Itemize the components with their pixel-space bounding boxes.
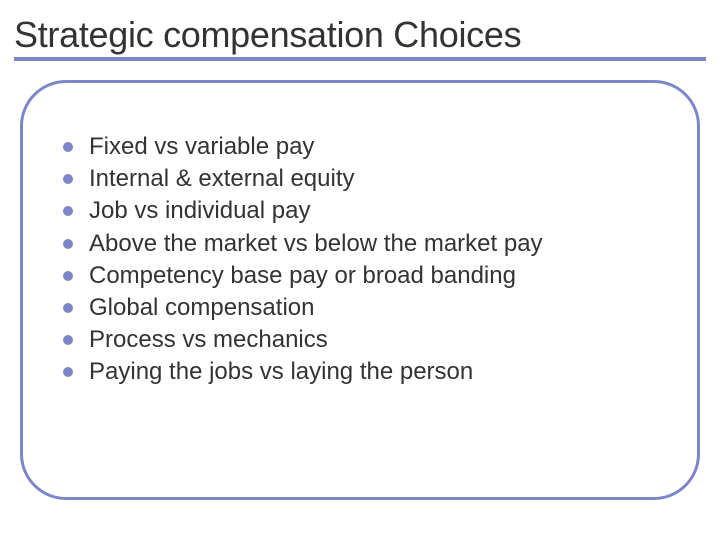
content-box: Fixed vs variable pay Internal & externa… bbox=[20, 80, 700, 500]
bullet-icon bbox=[63, 239, 73, 249]
bullet-text: Competency base pay or broad banding bbox=[89, 260, 516, 291]
list-item: Process vs mechanics bbox=[63, 324, 673, 355]
list-item: Above the market vs below the market pay bbox=[63, 228, 673, 259]
bullet-icon bbox=[63, 367, 73, 377]
bullet-icon bbox=[63, 174, 73, 184]
bullet-text: Above the market vs below the market pay bbox=[89, 228, 543, 259]
bullet-text: Paying the jobs vs laying the person bbox=[89, 356, 473, 387]
bullet-text: Job vs individual pay bbox=[89, 195, 310, 226]
list-item: Competency base pay or broad banding bbox=[63, 260, 673, 291]
slide: Strategic compensation Choices Fixed vs … bbox=[0, 0, 720, 540]
title-area: Strategic compensation Choices bbox=[0, 0, 720, 59]
title-underline-wrap bbox=[0, 57, 720, 61]
list-item: Job vs individual pay bbox=[63, 195, 673, 226]
bullet-list: Fixed vs variable pay Internal & externa… bbox=[47, 131, 673, 388]
bullet-icon bbox=[63, 206, 73, 216]
list-item: Paying the jobs vs laying the person bbox=[63, 356, 673, 387]
list-item: Global compensation bbox=[63, 292, 673, 323]
bullet-icon bbox=[63, 303, 73, 313]
bullet-text: Internal & external equity bbox=[89, 163, 355, 194]
bullet-icon bbox=[63, 142, 73, 152]
list-item: Fixed vs variable pay bbox=[63, 131, 673, 162]
bullet-text: Process vs mechanics bbox=[89, 324, 328, 355]
bullet-text: Global compensation bbox=[89, 292, 314, 323]
bullet-icon bbox=[63, 335, 73, 345]
bullet-text: Fixed vs variable pay bbox=[89, 131, 314, 162]
title-underline bbox=[14, 57, 706, 61]
bullet-icon bbox=[63, 271, 73, 281]
slide-title: Strategic compensation Choices bbox=[14, 14, 706, 55]
list-item: Internal & external equity bbox=[63, 163, 673, 194]
